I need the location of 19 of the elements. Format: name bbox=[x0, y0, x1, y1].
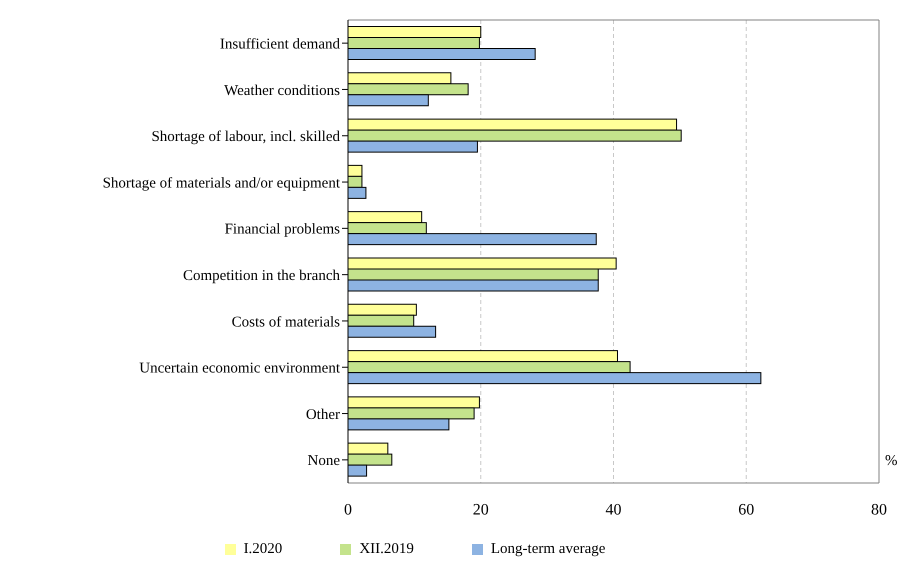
x-tick-label: 20 bbox=[472, 501, 489, 518]
x-axis-title: % bbox=[885, 453, 898, 469]
y-tick-label: Competition in the branch bbox=[182, 268, 340, 284]
legend-label: XII.2019 bbox=[359, 541, 414, 557]
y-tick-label: Other bbox=[306, 406, 340, 423]
x-tick-label: 0 bbox=[344, 501, 352, 518]
legend-label: Long-term average bbox=[490, 541, 606, 557]
y-tick-label: Insufficient demand bbox=[220, 36, 340, 52]
x-tick-label: 80 bbox=[871, 501, 887, 518]
y-tick-label: None bbox=[308, 453, 340, 470]
y-tick-label: Financial problems bbox=[224, 222, 340, 238]
y-tick-label: Weather conditions bbox=[224, 82, 340, 99]
legend-label: I.2020 bbox=[244, 541, 282, 557]
y-tick-label: Uncertain economic environment bbox=[139, 360, 341, 377]
y-tick-label: Shortage of labour, incl. skilled bbox=[151, 129, 340, 146]
y-tick-label: Shortage of materials and/or equipment bbox=[102, 175, 341, 192]
x-tick-label: 60 bbox=[738, 501, 754, 518]
y-tick-label: Costs of materials bbox=[232, 314, 340, 330]
x-tick-label: 40 bbox=[606, 501, 622, 518]
